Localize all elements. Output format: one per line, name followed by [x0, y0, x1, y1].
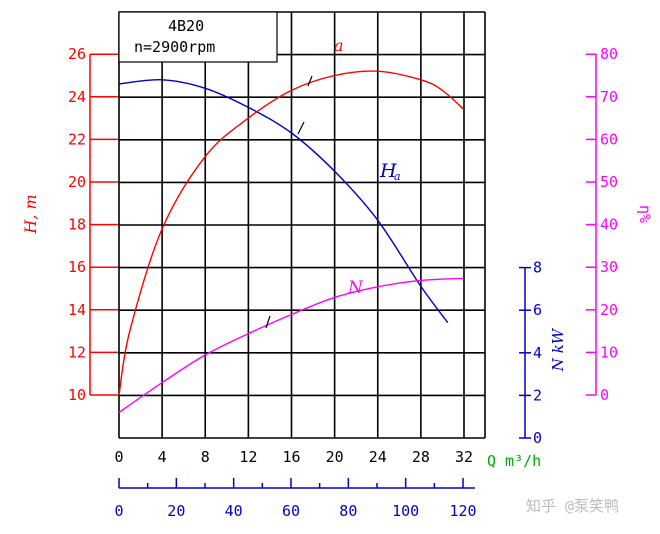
- title-box: 4B20 n=2900rpm: [118, 11, 278, 63]
- y-axis-efficiency-tick-label: 80: [600, 45, 618, 63]
- curve-tick-mark: [265, 315, 271, 329]
- watermark: 知乎 @泵笑鸭: [526, 497, 619, 515]
- x2-axis-tick-label: 0: [114, 502, 123, 520]
- y-axis-head-tick-label: 14: [68, 301, 86, 319]
- y-axis-head-tick-label: 26: [68, 45, 86, 63]
- x-axis-tick-label: 20: [326, 448, 344, 466]
- y-axis-head-tick-label: 12: [68, 343, 86, 361]
- x-axis-flow-m3h: 0 4 8 12 16 20 24 28 32: [114, 448, 473, 466]
- y-axis-power-label: N kW: [549, 327, 567, 372]
- chart-subtitle: n=2900rpm: [134, 38, 215, 56]
- power-curve-label: N: [347, 278, 364, 298]
- y-axis-head-label: H, m: [21, 194, 40, 234]
- y-axis-efficiency-tick-label: 70: [600, 88, 618, 106]
- x-axis-flow-secondary: 0 20 40 60 80 100 120: [114, 478, 477, 520]
- curve-tick-mark: [307, 75, 313, 87]
- curves: [118, 70, 465, 413]
- y-axis-head-label-text: H, m: [21, 194, 40, 234]
- y-axis-head: 10 12 14 16 18 20 22 24 26: [68, 45, 118, 404]
- y-axis-efficiency-label-text: η%: [636, 205, 654, 223]
- efficiency-curve-label: a: [334, 36, 344, 55]
- head-curve-label-text: H: [379, 160, 397, 182]
- x-axis-tick-label: 0: [114, 448, 123, 466]
- y-axis-power-label-text: N kW: [549, 327, 567, 372]
- curve-tick-mark: [297, 121, 305, 135]
- y-axis-efficiency-tick-label: 40: [600, 216, 618, 234]
- y-axis-efficiency-tick-label: 60: [600, 130, 618, 148]
- y-axis-efficiency-tick-label: 20: [600, 301, 618, 319]
- x2-axis-tick-label: 60: [282, 502, 300, 520]
- x2-axis-tick-label: 80: [339, 502, 357, 520]
- power-curve: [118, 277, 465, 413]
- y-axis-power-tick-label: 0: [533, 429, 542, 447]
- y-axis-head-tick-label: 20: [68, 173, 86, 191]
- y-axis-head-tick-label: 18: [68, 216, 86, 234]
- y-axis-head-tick-label: 10: [68, 386, 86, 404]
- y-axis-efficiency-tick-label: 10: [600, 343, 618, 361]
- head-curve-label-sub: a: [394, 170, 401, 183]
- x-axis-tick-label: 4: [158, 448, 167, 466]
- y-axis-efficiency: 0 10 20 30 40 50 60 70 80: [586, 45, 618, 404]
- x-axis-tick-label: 32: [455, 448, 473, 466]
- y-axis-head-tick-label: 24: [68, 88, 86, 106]
- x2-axis-tick-label: 20: [167, 502, 185, 520]
- y-axis-power-tick-label: 8: [533, 259, 542, 277]
- y-axis-efficiency-tick-label: 50: [600, 173, 618, 191]
- x-axis-flow-label: Q m³/h: [487, 452, 541, 470]
- y-axis-head-tick-label: 16: [68, 258, 86, 276]
- head-curve: [118, 79, 449, 324]
- x-axis-tick-label: 16: [282, 448, 300, 466]
- y-axis-power-tick-label: 2: [533, 386, 542, 404]
- y-axis-power-tick-label: 6: [533, 301, 542, 319]
- chart-title: 4B20: [168, 17, 204, 35]
- y-axis-efficiency-tick-label: 30: [600, 258, 618, 276]
- head-curve-label: H a: [379, 160, 401, 183]
- y-axis-power: 0 2 4 6 8: [519, 259, 542, 447]
- x2-axis-tick-label: 120: [449, 502, 476, 520]
- efficiency-curve: [118, 70, 465, 396]
- x-axis-tick-label: 8: [201, 448, 210, 466]
- x-axis-tick-label: 28: [412, 448, 430, 466]
- y-axis-efficiency-tick-label: 0: [600, 386, 609, 404]
- y-axis-efficiency-label: η%: [636, 205, 654, 223]
- x2-axis-tick-label: 40: [225, 502, 243, 520]
- y-axis-power-tick-label: 4: [533, 344, 542, 362]
- x-axis-tick-label: 12: [239, 448, 257, 466]
- y-axis-head-tick-label: 22: [68, 130, 86, 148]
- x2-axis-tick-label: 100: [392, 502, 419, 520]
- x-axis-tick-label: 24: [369, 448, 387, 466]
